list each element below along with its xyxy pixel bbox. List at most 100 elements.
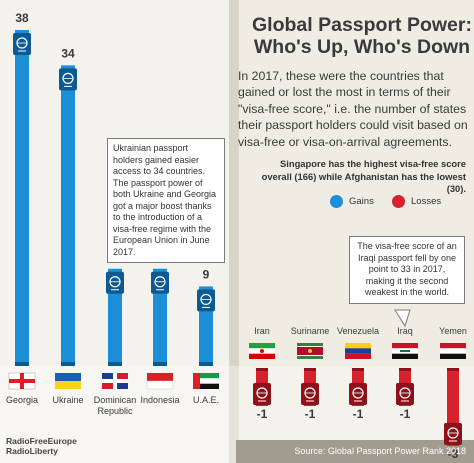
title-line-1: Global Passport Power: bbox=[252, 14, 472, 36]
flag-q4 bbox=[115, 381, 128, 389]
passport-icon bbox=[197, 289, 215, 312]
category-label: Dominican bbox=[94, 395, 137, 405]
passport-cover bbox=[151, 271, 169, 294]
value-label: 9 bbox=[203, 267, 210, 281]
flag-cross-h bbox=[9, 379, 35, 383]
flag-band-mid bbox=[193, 378, 219, 384]
category-label: Iran bbox=[254, 326, 270, 336]
category-label: Yemen bbox=[439, 326, 467, 336]
value-label: -1 bbox=[305, 407, 316, 421]
passport-icon bbox=[396, 383, 414, 405]
flag-band-bottom bbox=[55, 381, 81, 389]
bar-gain-base bbox=[15, 362, 29, 366]
passport-cover bbox=[197, 289, 215, 312]
passport-cover bbox=[106, 271, 124, 294]
legend-gains-swatch bbox=[330, 194, 343, 208]
flag-band-bottom bbox=[193, 383, 219, 389]
title-line-2: Who's Up, Who's Down bbox=[253, 36, 471, 58]
passport-cover bbox=[253, 383, 271, 405]
flag-band-bottom bbox=[440, 353, 466, 359]
passport-icon bbox=[13, 33, 31, 55]
passport-icon bbox=[151, 271, 169, 294]
category-label: Iraq bbox=[397, 326, 413, 336]
flag-band-top bbox=[297, 343, 323, 346]
flag-q1 bbox=[102, 373, 115, 381]
flag-band-mid bbox=[440, 348, 466, 354]
passport-cover bbox=[349, 383, 367, 405]
country-flag bbox=[8, 372, 36, 390]
category-label: Republic bbox=[97, 406, 133, 416]
legend-gains-label: Gains bbox=[349, 195, 374, 207]
flag-band-top bbox=[55, 373, 81, 381]
passport-cover bbox=[301, 383, 319, 405]
flag-hoist bbox=[193, 373, 200, 389]
intro-text: In 2017, these were the countries that g… bbox=[238, 69, 468, 149]
value-label: -1 bbox=[257, 407, 268, 421]
category-label: Ukraine bbox=[52, 395, 83, 405]
bar-loss-top bbox=[256, 368, 268, 371]
source-text: Source: Global Passport Power Rank 2018 bbox=[294, 446, 466, 456]
callout-iraq: The visa-free score of an Iraqi passport… bbox=[349, 236, 465, 304]
passport-cover bbox=[396, 383, 414, 405]
flag-star bbox=[308, 349, 312, 353]
footer-bar bbox=[236, 440, 474, 463]
legend-losses-swatch bbox=[392, 194, 405, 208]
country-flag bbox=[102, 373, 128, 389]
passport-icon bbox=[301, 383, 319, 405]
book-spine bbox=[229, 0, 239, 463]
flag-band-bottom bbox=[345, 353, 371, 359]
legend-gains: Gains bbox=[330, 194, 374, 208]
bar-gain bbox=[15, 30, 29, 366]
callout-ukraine: Ukrainian passport holders gained easier… bbox=[107, 138, 225, 263]
page-title: Global Passport Power: Who's Up, Who's D… bbox=[252, 14, 472, 58]
bar-gain bbox=[61, 65, 75, 367]
bar-gain-base bbox=[108, 362, 122, 366]
bar-loss-top bbox=[304, 368, 316, 371]
passport-cover bbox=[59, 68, 77, 91]
passport-icon bbox=[444, 423, 462, 445]
flag-q3 bbox=[102, 381, 115, 389]
country-flag bbox=[297, 343, 323, 359]
flag-band-mid bbox=[345, 348, 371, 354]
country-flag bbox=[392, 343, 418, 359]
category-label: U.A.E. bbox=[193, 395, 219, 405]
flag-cross-h bbox=[102, 379, 128, 383]
value-label: -1 bbox=[400, 407, 411, 421]
flag-band-top bbox=[147, 373, 173, 381]
country-flag bbox=[249, 343, 275, 359]
legend-losses: Losses bbox=[392, 194, 441, 208]
value-label: 34 bbox=[61, 46, 75, 60]
flag-band-bottom bbox=[392, 353, 418, 359]
category-label: Suriname bbox=[291, 326, 330, 336]
bar-loss-top bbox=[447, 368, 459, 371]
flag-emblem bbox=[260, 349, 264, 353]
category-label: Venezuela bbox=[337, 326, 379, 336]
bar-loss-top bbox=[399, 368, 411, 371]
flag-band-top bbox=[193, 373, 219, 379]
flag-band-bottom bbox=[249, 353, 275, 359]
logo-line-1: RadioFreeEurope bbox=[6, 436, 77, 446]
bar-gain-base bbox=[61, 362, 75, 366]
country-flag bbox=[146, 373, 174, 390]
flag-band-top bbox=[345, 343, 371, 349]
bar-gain-base bbox=[199, 362, 213, 366]
flag-band-bottom bbox=[146, 380, 174, 390]
flag-q2 bbox=[115, 373, 128, 381]
flag-band-top bbox=[440, 343, 466, 349]
passport-cover bbox=[13, 33, 31, 55]
country-flag bbox=[55, 373, 81, 389]
value-label: 38 bbox=[15, 11, 29, 25]
flag-script bbox=[400, 350, 410, 352]
passport-icon bbox=[349, 383, 367, 405]
value-label: -3 bbox=[448, 447, 459, 461]
passport-cover bbox=[444, 423, 462, 445]
bar-loss-top bbox=[352, 368, 364, 371]
category-label: Indonesia bbox=[140, 395, 179, 405]
passport-icon bbox=[253, 383, 271, 405]
country-flag bbox=[345, 343, 371, 359]
category-label: Georgia bbox=[6, 395, 38, 405]
legend-losses-label: Losses bbox=[411, 195, 442, 207]
bar-gain-base bbox=[153, 362, 167, 366]
passport-icon bbox=[106, 271, 124, 294]
